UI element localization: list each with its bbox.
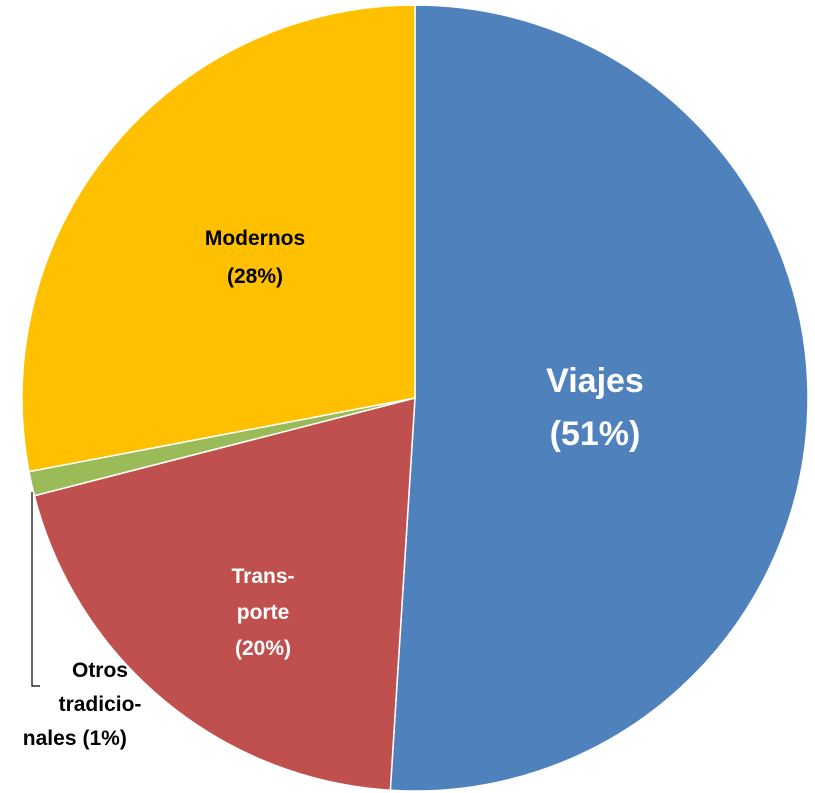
label-line: porte — [237, 601, 290, 624]
value-label: (20%) — [235, 637, 291, 660]
pie-slice — [33, 397, 416, 792]
category-label: Modernos — [205, 227, 305, 250]
label-line: Viajes — [546, 362, 644, 400]
category-label: Otros tradicio-nales — [23, 659, 142, 750]
value-label: (51%) — [550, 415, 641, 453]
label-line: Otros — [72, 659, 128, 682]
leader-line — [31, 492, 40, 687]
category-label: Viajes — [546, 362, 644, 400]
value-label: (28%) — [227, 265, 283, 288]
label-line: Trans- — [231, 565, 294, 588]
pie-slice — [21, 4, 416, 473]
slice-label: Modernos (28%) — [205, 227, 305, 288]
slice-label: Otros tradicio-nales (1%) — [23, 659, 142, 750]
slice-label: Trans-porte (20%) — [231, 565, 294, 660]
label-line: Modernos — [205, 227, 305, 250]
pie-slice — [389, 4, 809, 792]
category-label: Trans-porte — [231, 565, 294, 624]
label-line: nales — [23, 727, 77, 750]
label-line: tradicio- — [59, 693, 142, 716]
value-label: (1%) — [83, 727, 127, 750]
slice-label: Viajes (51%) — [546, 362, 644, 453]
